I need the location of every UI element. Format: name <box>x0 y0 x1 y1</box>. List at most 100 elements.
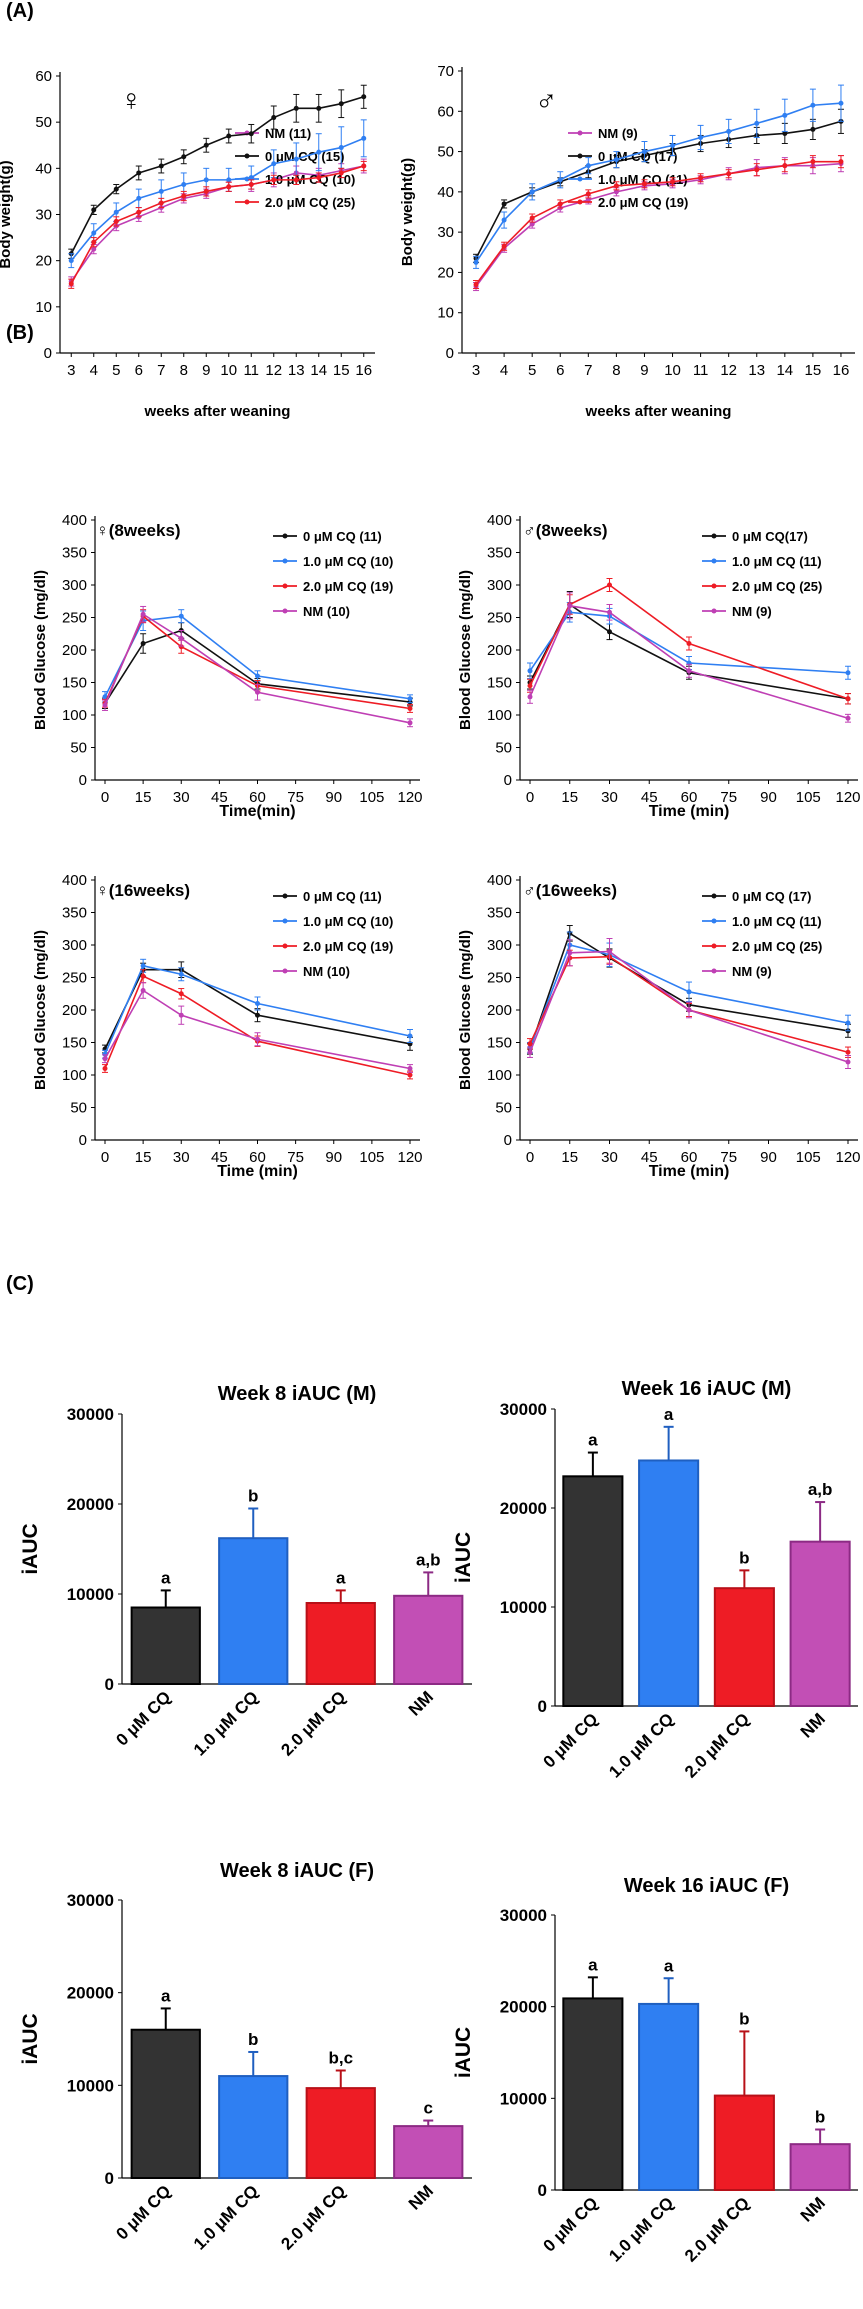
data-point <box>527 694 533 700</box>
chart-title: Week 16 iAUC (F) <box>624 1875 789 1897</box>
data-point <box>91 207 97 213</box>
data-point <box>158 163 164 169</box>
data-point <box>754 167 760 173</box>
legend-label: NM (10) <box>303 964 350 979</box>
data-point <box>271 161 277 167</box>
data-point <box>407 1033 413 1039</box>
legend-marker <box>711 943 717 949</box>
y-tick-label: 350 <box>487 545 512 562</box>
category-label: 2.0 μM CQ <box>277 1687 349 1759</box>
legend-marker <box>282 943 288 949</box>
y-tick-label: 50 <box>437 144 454 161</box>
x-tick-label: 75 <box>720 789 737 806</box>
legend-marker <box>282 583 288 589</box>
data-point <box>686 989 692 995</box>
y-axis-label: Blood Glucose (mg/dl) <box>32 930 49 1090</box>
y-tick-label: 40 <box>437 184 454 201</box>
y-tick-label: 0 <box>44 345 52 362</box>
y-tick-label: 50 <box>35 114 52 131</box>
legend-marker <box>711 533 717 539</box>
y-tick-label: 20000 <box>67 1495 114 1514</box>
series-line <box>70 137 365 262</box>
data-point <box>316 105 322 111</box>
data-point <box>613 157 619 163</box>
data-point <box>527 668 533 674</box>
y-tick-label: 250 <box>487 970 512 987</box>
significance-letter: b <box>739 1548 749 1567</box>
x-tick-label: 6 <box>135 362 143 379</box>
data-point <box>501 243 507 249</box>
data-point <box>838 100 844 106</box>
y-tick-label: 10000 <box>67 2076 114 2095</box>
data-point <box>670 179 676 185</box>
chart-title: ♂(8weeks) <box>523 521 608 540</box>
significance-letter: b <box>248 1487 258 1506</box>
data-point <box>140 611 146 617</box>
y-tick-label: 0 <box>446 345 454 362</box>
bar <box>562 1997 624 2191</box>
data-point <box>248 181 254 187</box>
data-point <box>585 163 591 169</box>
y-tick-label: 200 <box>62 1002 87 1019</box>
x-tick-label: 15 <box>135 789 152 806</box>
y-tick-label: 0 <box>538 2181 547 2200</box>
y-tick-label: 0 <box>504 1132 512 1149</box>
legend-label: 0 μM CQ (11) <box>303 889 382 904</box>
series-line <box>475 160 841 285</box>
data-point <box>641 181 647 187</box>
x-tick-label: 30 <box>601 1149 618 1166</box>
data-point <box>529 215 535 221</box>
x-axis-label: Time(min) <box>219 803 295 820</box>
x-tick-label: 0 <box>526 1149 534 1166</box>
legend-label: 1.0 μM CQ (10) <box>303 914 393 929</box>
y-tick-label: 10000 <box>500 2089 547 2108</box>
legend-marker <box>244 153 250 159</box>
bar <box>130 1606 201 1685</box>
data-point <box>68 258 74 264</box>
legend-marker <box>244 176 250 182</box>
data-point <box>567 950 573 956</box>
series-line <box>70 165 364 282</box>
legend-label: NM (9) <box>732 964 772 979</box>
y-tick-label: 350 <box>487 905 512 922</box>
series-line <box>70 165 364 285</box>
data-point <box>68 281 74 287</box>
series-magenta <box>527 938 851 1069</box>
category-label: 2.0 μM CQ <box>681 2193 753 2265</box>
significance-letter: a <box>336 1568 346 1587</box>
data-point <box>607 629 612 635</box>
legend-label: 2.0 μM CQ (25) <box>732 579 822 594</box>
legend-marker <box>282 608 288 614</box>
y-tick-label: 300 <box>62 577 87 594</box>
data-point <box>527 1049 533 1055</box>
data-point <box>754 120 760 126</box>
x-tick-label: 13 <box>288 362 305 379</box>
y-tick-label: 30 <box>35 207 52 224</box>
y-tick-label: 100 <box>62 1067 87 1084</box>
chart-8: Week 8 iAUC (F) 0 10000 20000 30000 iAUC a 0 μM… <box>19 1860 472 2254</box>
x-tick-label: 75 <box>287 789 304 806</box>
significance-letter: a,b <box>808 1480 833 1499</box>
data-point <box>686 668 692 674</box>
significance-letter: c <box>424 2099 433 2118</box>
bar <box>638 1459 700 1707</box>
data-point <box>102 702 108 708</box>
bar <box>638 2002 700 2191</box>
chart-3: 0 50 100 150 200 250 300 350 400 0 15 30 45 60 75 90 105… <box>457 512 861 820</box>
legend-label: NM (9) <box>598 126 638 141</box>
chart-5: 0 50 100 150 200 250 300 350 400 0 15 30 45 60 75 90 105… <box>457 872 861 1180</box>
data-point <box>527 1041 533 1047</box>
legend-label: 0 μM CQ(17) <box>732 529 808 544</box>
category-label: 1.0 μM CQ <box>190 1687 262 1759</box>
legend-label: NM (11) <box>265 126 311 141</box>
x-tick-label: 0 <box>101 789 109 806</box>
data-point <box>529 189 535 195</box>
y-tick-label: 20000 <box>500 1998 547 2017</box>
y-tick-label: 50 <box>495 740 512 757</box>
y-axis-label: iAUC <box>19 2013 42 2064</box>
legend-marker <box>711 968 717 974</box>
data-point <box>782 112 788 118</box>
data-point <box>102 1066 108 1071</box>
y-tick-label: 400 <box>487 872 512 889</box>
data-point <box>203 142 209 148</box>
